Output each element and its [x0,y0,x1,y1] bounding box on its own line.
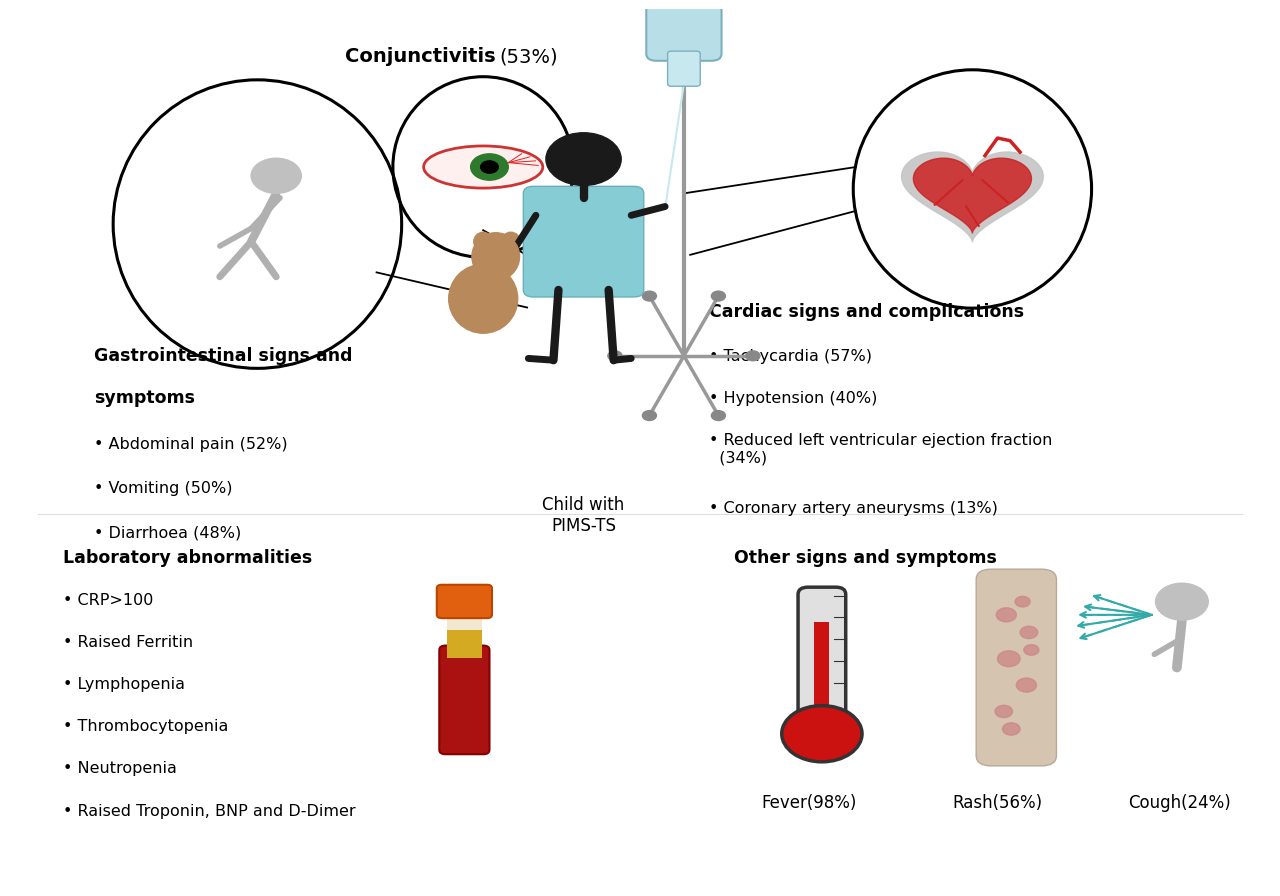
Text: • Neutropenia: • Neutropenia [63,762,177,777]
Circle shape [712,410,726,420]
Text: • Diarrhoea (48%): • Diarrhoea (48%) [95,525,242,540]
Polygon shape [901,152,1043,242]
FancyBboxPatch shape [797,587,846,721]
Circle shape [643,291,657,301]
Text: • Vomiting (50%): • Vomiting (50%) [95,481,233,496]
Ellipse shape [1156,583,1208,620]
Circle shape [1020,626,1038,639]
Circle shape [1015,597,1030,607]
Text: • CRP>100: • CRP>100 [63,593,154,607]
FancyBboxPatch shape [668,51,700,86]
Text: Cough(24%): Cough(24%) [1128,795,1231,813]
Circle shape [547,133,621,185]
Text: (53%): (53%) [499,47,558,66]
FancyBboxPatch shape [646,0,722,61]
Ellipse shape [472,233,520,280]
FancyBboxPatch shape [524,186,644,297]
Ellipse shape [424,146,543,188]
Text: Cardiac signs and complications: Cardiac signs and complications [709,303,1024,321]
Circle shape [643,410,657,420]
Circle shape [1024,645,1039,655]
FancyBboxPatch shape [977,569,1056,766]
Circle shape [782,706,861,762]
Ellipse shape [471,154,508,180]
Text: • Reduced left ventricular ejection fraction
  (34%): • Reduced left ventricular ejection frac… [709,433,1052,466]
Text: Fever(98%): Fever(98%) [762,795,858,813]
Ellipse shape [251,159,301,194]
Polygon shape [914,159,1032,233]
Text: • Abdominal pain (52%): • Abdominal pain (52%) [95,437,288,452]
Text: • Thrombocytopenia: • Thrombocytopenia [63,719,228,735]
Text: • Lymphopenia: • Lymphopenia [63,677,186,693]
Text: • Hypotension (40%): • Hypotension (40%) [709,391,877,406]
Text: symptoms: symptoms [95,389,196,407]
Bar [814,622,829,706]
Text: Conjunctivitis: Conjunctivitis [346,47,495,66]
Ellipse shape [474,232,493,251]
Text: Rash(56%): Rash(56%) [952,795,1043,813]
Bar [447,615,483,630]
Text: • Tachycardia (57%): • Tachycardia (57%) [709,349,872,364]
Circle shape [712,291,726,301]
Circle shape [997,650,1020,667]
Text: • Raised Ferritin: • Raised Ferritin [63,635,193,650]
FancyBboxPatch shape [436,585,492,618]
Text: Other signs and symptoms: Other signs and symptoms [735,549,997,567]
Bar [447,630,483,658]
Text: Child with
PIMS-TS: Child with PIMS-TS [543,496,625,535]
Text: Gastrointestinal signs and: Gastrointestinal signs and [95,347,353,365]
Circle shape [996,607,1016,622]
Circle shape [1002,723,1020,735]
Text: • Raised Troponin, BNP and D-Dimer: • Raised Troponin, BNP and D-Dimer [63,804,356,819]
Circle shape [608,351,622,361]
Circle shape [1016,678,1037,692]
Circle shape [995,705,1012,718]
Ellipse shape [449,264,517,333]
Text: Laboratory abnormalities: Laboratory abnormalities [63,549,312,567]
Text: • Coronary artery aneurysms (13%): • Coronary artery aneurysms (13%) [709,501,998,516]
Ellipse shape [502,232,520,251]
Ellipse shape [481,161,498,173]
FancyBboxPatch shape [439,645,489,754]
Circle shape [746,351,760,361]
